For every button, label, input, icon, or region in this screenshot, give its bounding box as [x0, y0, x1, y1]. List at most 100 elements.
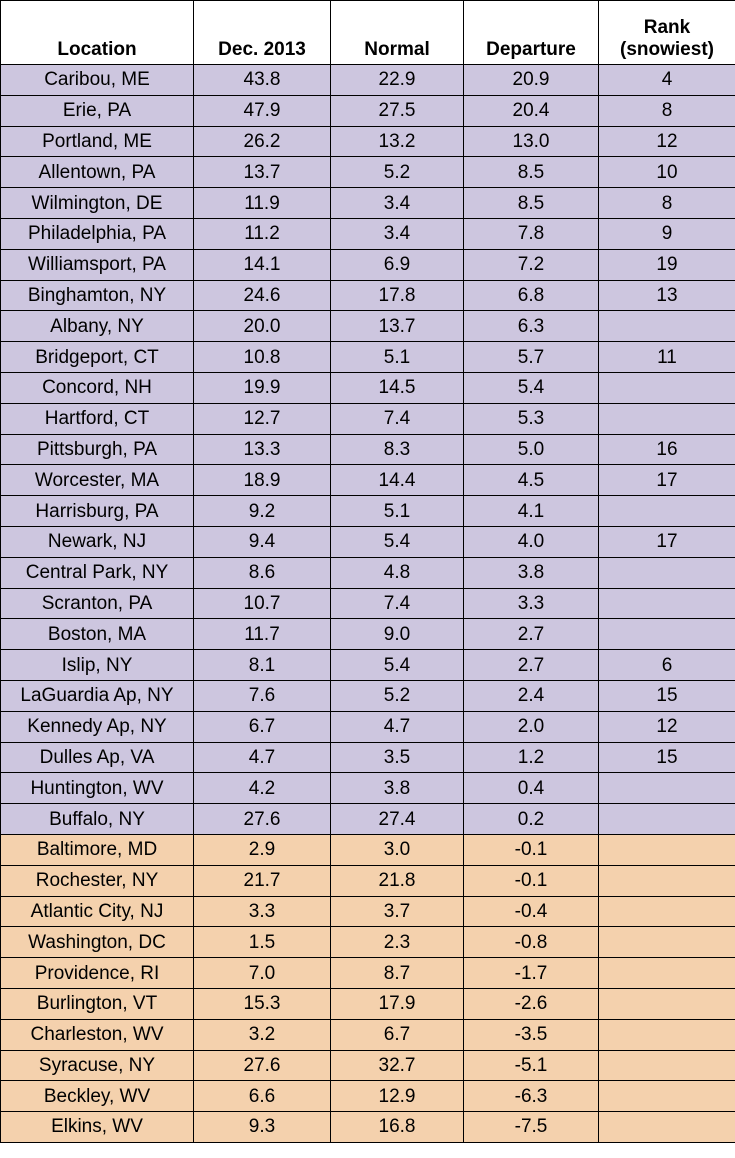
- table-cell: 4.1: [463, 495, 599, 527]
- table-row: Burlington, VT 15.3 17.9 -2.6: [0, 987, 735, 1020]
- table-cell: 10.7: [193, 587, 331, 620]
- table-cell: 8.6: [193, 556, 331, 589]
- table-cell: 19.9: [193, 371, 331, 404]
- table-cell: [598, 987, 735, 1020]
- table-cell: 1.2: [463, 741, 599, 774]
- table-cell: 7.0: [193, 957, 331, 989]
- table-cell: -0.8: [463, 926, 599, 959]
- table-cell: 32.7: [330, 1049, 464, 1082]
- table-cell: 9.4: [193, 525, 331, 558]
- table-row: LaGuardia Ap, NY 7.6 5.2 2.4 15: [0, 679, 735, 712]
- table-cell: 4.0: [463, 525, 599, 558]
- table-cell: 7.8: [463, 217, 599, 250]
- table-cell: 6.6: [193, 1080, 331, 1113]
- table-cell: 8.1: [193, 649, 331, 681]
- table-cell: 4.2: [193, 772, 331, 805]
- table-cell: [598, 926, 735, 959]
- table-cell: 20.0: [193, 310, 331, 343]
- table-cell: 13.0: [463, 125, 599, 158]
- table-cell: [598, 618, 735, 651]
- table-cell: 16: [598, 433, 735, 466]
- table-cell: 13.7: [330, 310, 464, 343]
- table-cell: Harrisburg, PA: [0, 495, 194, 527]
- table-row: Allentown, PA 13.7 5.2 8.5 10: [0, 156, 735, 189]
- table-cell: 3.7: [330, 895, 464, 928]
- table-cell: 5.3: [463, 402, 599, 435]
- column-header: Normal: [330, 0, 464, 65]
- table-row: Charleston, WV 3.2 6.7 -3.5: [0, 1018, 735, 1051]
- table-row: Bridgeport, CT 10.8 5.1 5.7 11: [0, 341, 735, 373]
- table-row: Baltimore, MD 2.9 3.0 -0.1: [0, 833, 735, 866]
- table-cell: 3.3: [193, 895, 331, 928]
- table-row: Beckley, WV 6.6 12.9 -6.3: [0, 1080, 735, 1113]
- table-cell: 20.4: [463, 94, 599, 127]
- table-cell: 7.4: [330, 402, 464, 435]
- table-cell: [598, 1049, 735, 1082]
- table-cell: 3.5: [330, 741, 464, 774]
- table-cell: 15.3: [193, 987, 331, 1020]
- table-cell: 15: [598, 679, 735, 712]
- table-row: Philadelphia, PA 11.2 3.4 7.8 9: [0, 217, 735, 250]
- table-body: Caribou, ME 43.8 22.9 20.9 4 Erie, PA 47.9 27.5…: [0, 64, 735, 1143]
- table-row: Buffalo, NY 27.6 27.4 0.2: [0, 803, 735, 835]
- table-cell: 4.7: [330, 710, 464, 743]
- table-cell: 13.7: [193, 156, 331, 189]
- column-header: Dec. 2013: [193, 0, 331, 65]
- table-cell: 10.8: [193, 341, 331, 373]
- table-cell: 9.0: [330, 618, 464, 651]
- table-cell: 14.5: [330, 371, 464, 404]
- table-cell: 2.0: [463, 710, 599, 743]
- table-cell: Newark, NJ: [0, 525, 194, 558]
- table-cell: 47.9: [193, 94, 331, 127]
- table-cell: [598, 1111, 735, 1143]
- table-cell: 17: [598, 464, 735, 497]
- table-row: Boston, MA 11.7 9.0 2.7: [0, 618, 735, 651]
- table-cell: 3.4: [330, 187, 464, 219]
- table-cell: 17.9: [330, 987, 464, 1020]
- table-cell: Burlington, VT: [0, 987, 194, 1020]
- table-row: Scranton, PA 10.7 7.4 3.3: [0, 587, 735, 620]
- table-row: Binghamton, NY 24.6 17.8 6.8 13: [0, 279, 735, 312]
- table-cell: 12.9: [330, 1080, 464, 1113]
- table-row: Worcester, MA 18.9 14.4 4.5 17: [0, 464, 735, 497]
- table-cell: 7.2: [463, 248, 599, 281]
- table-cell: Huntington, WV: [0, 772, 194, 805]
- table-cell: 4.7: [193, 741, 331, 774]
- table-cell: 6.9: [330, 248, 464, 281]
- table-cell: 10: [598, 156, 735, 189]
- column-header: Rank (snowiest): [598, 0, 735, 65]
- table-cell: 3.8: [330, 772, 464, 805]
- table-cell: 6.3: [463, 310, 599, 343]
- table-cell: 26.2: [193, 125, 331, 158]
- table-cell: [598, 402, 735, 435]
- table-cell: -7.5: [463, 1111, 599, 1143]
- table-cell: 4.5: [463, 464, 599, 497]
- table-cell: 11: [598, 341, 735, 373]
- table-row: Huntington, WV 4.2 3.8 0.4: [0, 772, 735, 805]
- table-row: Portland, ME 26.2 13.2 13.0 12: [0, 125, 735, 158]
- table-cell: 15: [598, 741, 735, 774]
- table-cell: Kennedy Ap, NY: [0, 710, 194, 743]
- table-cell: 9: [598, 217, 735, 250]
- table-cell: 3.0: [330, 833, 464, 866]
- table-cell: 9.2: [193, 495, 331, 527]
- table-cell: 17.8: [330, 279, 464, 312]
- table-cell: 11.9: [193, 187, 331, 219]
- table-cell: Baltimore, MD: [0, 833, 194, 866]
- table-cell: Providence, RI: [0, 957, 194, 989]
- table-cell: -1.7: [463, 957, 599, 989]
- table-cell: [598, 772, 735, 805]
- table-cell: 21.8: [330, 864, 464, 897]
- table-cell: 43.8: [193, 64, 331, 96]
- table-cell: Rochester, NY: [0, 864, 194, 897]
- table-row: Albany, NY 20.0 13.7 6.3: [0, 310, 735, 343]
- table-cell: 5.2: [330, 156, 464, 189]
- table-cell: Islip, NY: [0, 649, 194, 681]
- table-row: Williamsport, PA 14.1 6.9 7.2 19: [0, 248, 735, 281]
- table-cell: 19: [598, 248, 735, 281]
- column-header: Departure: [463, 0, 599, 65]
- table-cell: 9.3: [193, 1111, 331, 1143]
- table-cell: 3.8: [463, 556, 599, 589]
- table-row: Atlantic City, NJ 3.3 3.7 -0.4: [0, 895, 735, 928]
- table-cell: 5.4: [330, 525, 464, 558]
